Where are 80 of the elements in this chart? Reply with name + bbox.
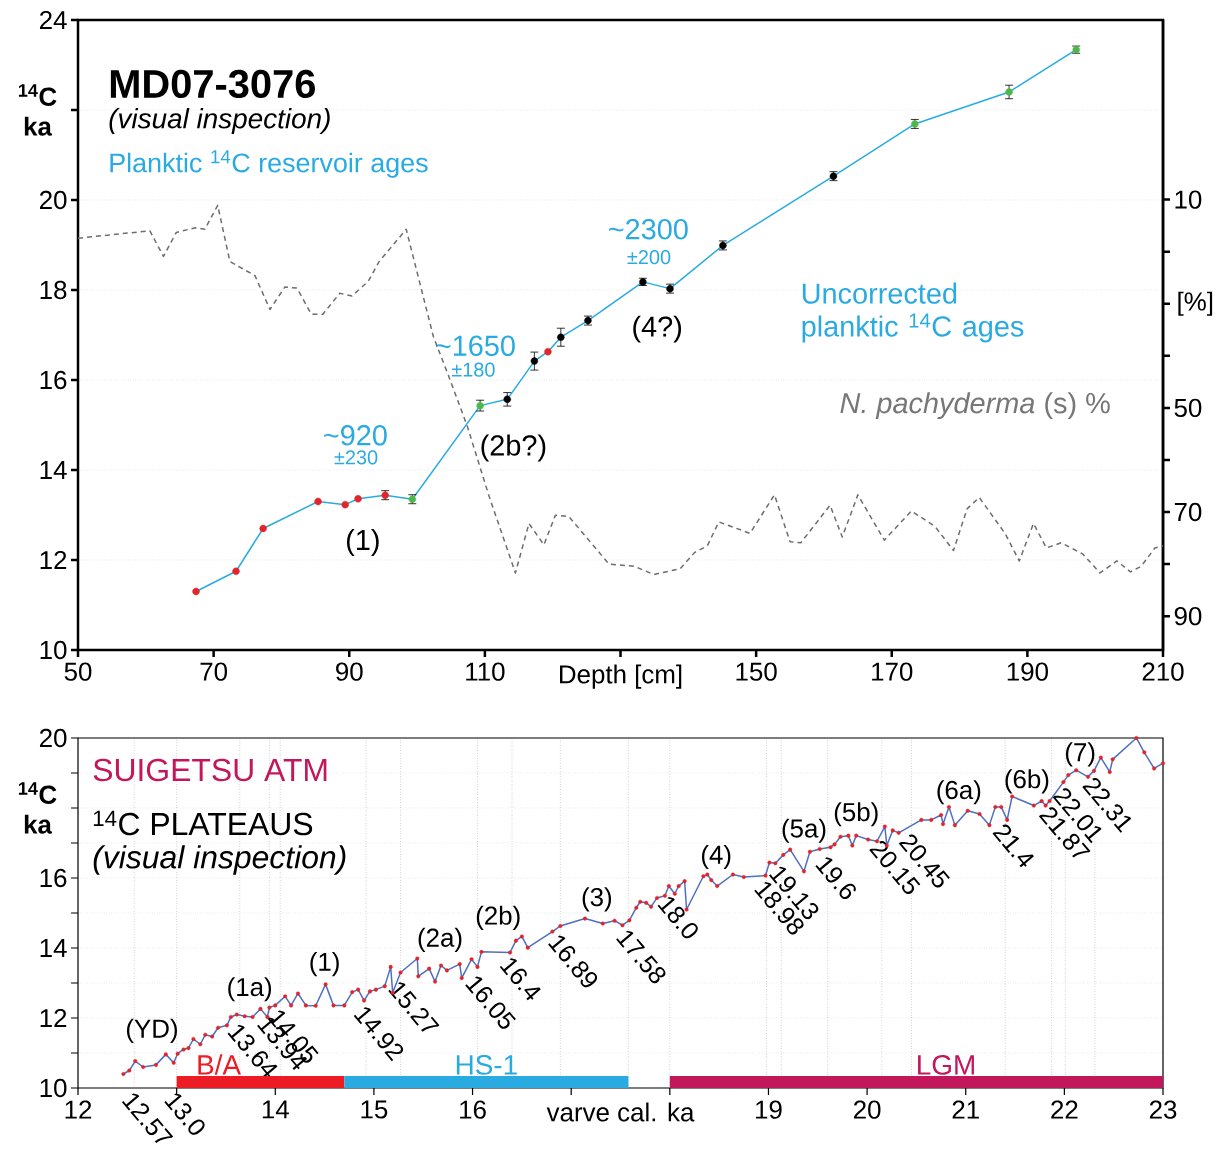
y2-tick-label: 70 — [1174, 502, 1202, 522]
annotation: (4?) — [633, 315, 682, 343]
annotation: (4) — [701, 844, 731, 870]
annotation: (YD) — [126, 1018, 177, 1043]
x-tick-label: 15 — [361, 1100, 388, 1119]
y2-tick-label: 90 — [1174, 606, 1202, 626]
point — [557, 333, 565, 341]
y-axis-title: $^{14}$C ka — [18, 84, 57, 136]
line-series — [77, 204, 1164, 576]
annotation: (2a) — [418, 927, 462, 952]
y-tick-label: 20 — [39, 728, 67, 748]
annotation: ±200 — [627, 250, 671, 265]
annotation: ~2300 — [609, 219, 688, 240]
annotation: (2b) — [476, 905, 520, 930]
y-tick-label: 10 — [40, 1078, 67, 1098]
point — [1005, 88, 1013, 96]
x-tick-label: 14 — [262, 1100, 289, 1119]
y-tick-label: 16 — [40, 370, 67, 390]
y-axis-title: $^{14}$C ka — [18, 782, 57, 834]
text: $^{14}$C PLATEAUS — [93, 810, 313, 836]
point — [530, 357, 539, 365]
x-tick-label: 23 — [1149, 1100, 1177, 1119]
y-tick-label: 12 — [40, 1008, 67, 1028]
annotation: (1) — [346, 528, 379, 556]
x-tick-label: 90 — [336, 662, 363, 681]
x-axis-title: Depth [cm] — [560, 664, 682, 689]
point — [341, 500, 349, 509]
point — [232, 567, 240, 575]
annotation: Planktic $^{14}$C reservoir ages — [110, 150, 428, 178]
x-tick-label: 50 — [64, 662, 92, 681]
x-axis-title: varve cal. ka — [546, 1102, 695, 1122]
annotation: (1a) — [228, 977, 272, 1002]
text: (visual inspection) — [109, 107, 330, 134]
y2-tick-label: 10 — [1175, 190, 1202, 209]
y-tick-label: 24 — [39, 10, 67, 30]
annotation: (1) — [310, 952, 339, 977]
point — [544, 347, 552, 356]
x-tick-label: 22 — [1051, 1100, 1078, 1119]
annotation: (7) — [1065, 742, 1095, 767]
x-tick-label: 170 — [872, 662, 913, 681]
x-tick-label: 20 — [853, 1100, 881, 1119]
y-tick-label: 14 — [40, 939, 67, 957]
annotation: ±230 — [334, 450, 378, 465]
x-tick-label: 19 — [756, 1100, 782, 1119]
y-tick-label: 16 — [40, 868, 67, 888]
annotation: (visual inspection) — [93, 845, 346, 875]
annotation: (3) — [582, 887, 612, 912]
x-tick-label: 110 — [466, 662, 505, 681]
text: MD07-3076 — [110, 69, 315, 99]
x-tick-label: 210 — [1142, 662, 1184, 681]
y-tick-label: 10 — [40, 640, 67, 660]
y2-tick-label: 50 — [1174, 398, 1202, 418]
series-label: HS-1 — [456, 1055, 517, 1075]
x-tick-label: 21 — [952, 1100, 979, 1119]
y-tick-label: 18 — [40, 280, 67, 300]
annotation: ±180 — [451, 362, 495, 377]
point — [354, 495, 362, 503]
annotation: (5a) — [782, 818, 826, 843]
x-tick-label: 12 — [65, 1100, 92, 1119]
annotation: N. pachyderma (s) % — [840, 392, 1110, 420]
x-tick-label: 70 — [200, 662, 228, 681]
annotation: (6b) — [1005, 769, 1049, 794]
x-tick-label: 190 — [1007, 662, 1048, 681]
annotation: ~1650 — [436, 335, 515, 357]
annotation: (2b?) — [481, 434, 546, 462]
annotation: Uncorrected planktic $^{14}$C ages — [802, 282, 1024, 343]
y-tick-label: 20 — [39, 190, 67, 210]
annotation: ~920 — [324, 425, 387, 446]
series-label: LGM — [918, 1055, 974, 1075]
point — [259, 524, 267, 533]
x-tick-label: 16 — [460, 1100, 486, 1119]
y2-axis-title: [%] — [1178, 291, 1213, 316]
point — [192, 587, 200, 596]
annotation: (5b) — [834, 802, 878, 827]
text: SUIGETSU ATM — [93, 758, 327, 782]
x-tick-label: 150 — [736, 662, 777, 681]
y-tick-label: 14 — [40, 461, 67, 479]
point — [314, 497, 322, 506]
y-tick-label: 12 — [40, 550, 67, 570]
annotation: (6a) — [937, 780, 981, 805]
